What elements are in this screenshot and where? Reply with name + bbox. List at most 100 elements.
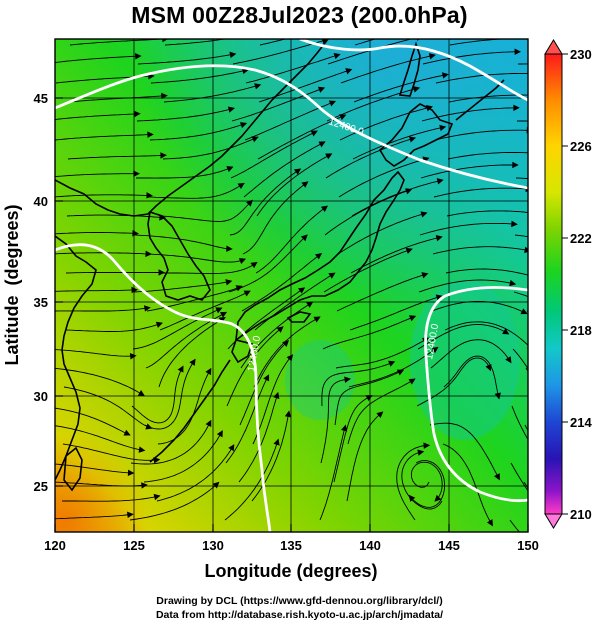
streamline-arrow: [325, 153, 333, 160]
streamline: [245, 53, 340, 84]
streamline: [337, 212, 427, 255]
streamline: [443, 355, 500, 399]
streamline-arrow: [131, 286, 139, 294]
streamline: [55, 463, 134, 474]
credit-data-source: Data from http://database.rish.kyoto-u.a…: [155, 609, 444, 621]
streamline-arrow: [225, 279, 233, 286]
streamline-arrow: [339, 114, 347, 121]
y-tick-labels: 25 30 35 40 45: [34, 91, 48, 494]
x-tick-labels: 120 125 130 135 140 145 150: [44, 538, 539, 553]
streamline-arrow: [300, 234, 308, 242]
streamline: [55, 232, 138, 235]
streamline: [129, 482, 220, 521]
streamline: [256, 153, 332, 217]
streamline-arrow: [428, 53, 436, 60]
y-tick-label: 45: [34, 91, 48, 106]
streamline: [257, 114, 346, 160]
streamline-arrow: [527, 70, 528, 77]
streamline-arrow: [250, 261, 258, 269]
streamline-arrow: [431, 346, 439, 354]
streamline-arrow: [134, 110, 141, 118]
streamline-arrow: [396, 369, 405, 376]
colorbar-bottom-arrow: [544, 513, 563, 529]
streamline-arrow: [333, 52, 341, 60]
streamline: [130, 420, 212, 465]
streamline-arrow: [441, 72, 449, 79]
streamline: [240, 301, 313, 369]
streamline: [55, 349, 136, 357]
streamline: [238, 392, 279, 483]
streamline: [333, 395, 373, 483]
streamline-arrow: [284, 410, 292, 418]
streamline: [510, 462, 528, 492]
streamline: [531, 83, 599, 93]
streamline-arrow: [239, 122, 248, 129]
streamline-arrow: [215, 307, 223, 314]
streamline: [144, 359, 196, 430]
streamline: [430, 339, 512, 369]
streamline-arrow: [273, 438, 280, 446]
streamline-arrow: [328, 272, 336, 279]
streamline: [346, 411, 383, 502]
streamline: [320, 378, 351, 464]
grid-lines: [55, 39, 528, 532]
colorbar: 230 226 222 218 214 210: [544, 39, 592, 529]
streamline: [319, 425, 346, 521]
streamline: [239, 340, 289, 426]
streamline: [410, 461, 443, 502]
streamline-arrow: [263, 374, 270, 382]
y-tick-label: 35: [34, 295, 48, 310]
streamline-arrow: [229, 51, 237, 58]
streamline-arrow: [160, 152, 167, 159]
streamline-arrow: [577, 580, 583, 585]
streamline-arrow: [543, 36, 548, 41]
streamline: [529, 197, 599, 218]
x-axis-label: Longitude (degrees): [204, 561, 377, 581]
streamline: [161, 262, 258, 274]
streamline: [137, 53, 236, 65]
streamline-arrow: [127, 469, 135, 477]
streamline: [422, 51, 520, 65]
colorbar-tick-label: 214: [570, 415, 592, 430]
streamline: [339, 106, 433, 141]
streamline-arrow: [235, 285, 243, 292]
streamline-arrow: [257, 31, 262, 36]
colorbar-tick-label: 218: [570, 323, 592, 338]
streamline: [420, 164, 518, 179]
streamline-arrow: [486, 519, 494, 527]
streamline-arrow: [408, 378, 416, 385]
streamline-arrow: [328, 100, 337, 107]
streamline: [253, 316, 321, 388]
streamline: [336, 273, 428, 312]
streamline-arrow: [412, 86, 421, 93]
streamline: [67, 154, 166, 160]
streamline-arrow: [123, 429, 131, 436]
streamline: [230, 130, 318, 179]
streamline: [131, 366, 184, 424]
streamline: [55, 133, 153, 141]
axis-ticks: [54, 97, 529, 532]
streamline-arrow: [509, 279, 517, 287]
streamline: [396, 444, 430, 521]
streamline: [350, 236, 442, 274]
streamline: [241, 253, 322, 312]
streamline: [149, 122, 247, 141]
streamline-arrow: [135, 52, 142, 60]
streamline-arrow: [276, 326, 284, 333]
streamline-arrow: [254, 83, 262, 90]
streamline-arrow: [584, 549, 590, 554]
streamline: [133, 280, 232, 293]
streamline-arrow: [251, 136, 259, 143]
streamline-arrow: [306, 301, 314, 308]
streamline-arrow: [405, 247, 413, 254]
streamline-arrow: [349, 19, 355, 24]
streamline: [150, 69, 249, 84]
streamline-arrow: [576, 443, 581, 448]
streamline: [55, 407, 130, 436]
streamline-arrow: [434, 494, 442, 502]
streamline-arrow: [564, 424, 569, 430]
streamline: [445, 268, 528, 276]
streamline: [353, 73, 448, 103]
streamline: [143, 430, 223, 483]
